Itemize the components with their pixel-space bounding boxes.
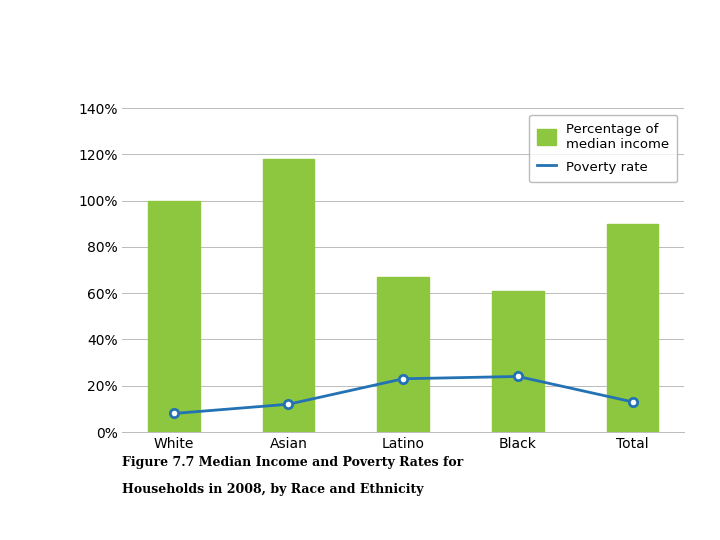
Bar	[377, 277, 429, 432]
Bar	[148, 200, 199, 432]
Bar	[263, 159, 315, 432]
Bar	[607, 224, 659, 432]
Legend: Percentage of
median income, Poverty rate: Percentage of median income, Poverty rat…	[529, 114, 678, 183]
Text: Households in 2008, by Race and Ethnicity: Households in 2008, by Race and Ethnicit…	[122, 483, 424, 496]
Text: Figure 7.7 Median Income and Poverty Rates for: Figure 7.7 Median Income and Poverty Rat…	[122, 456, 464, 469]
Bar	[492, 291, 544, 432]
